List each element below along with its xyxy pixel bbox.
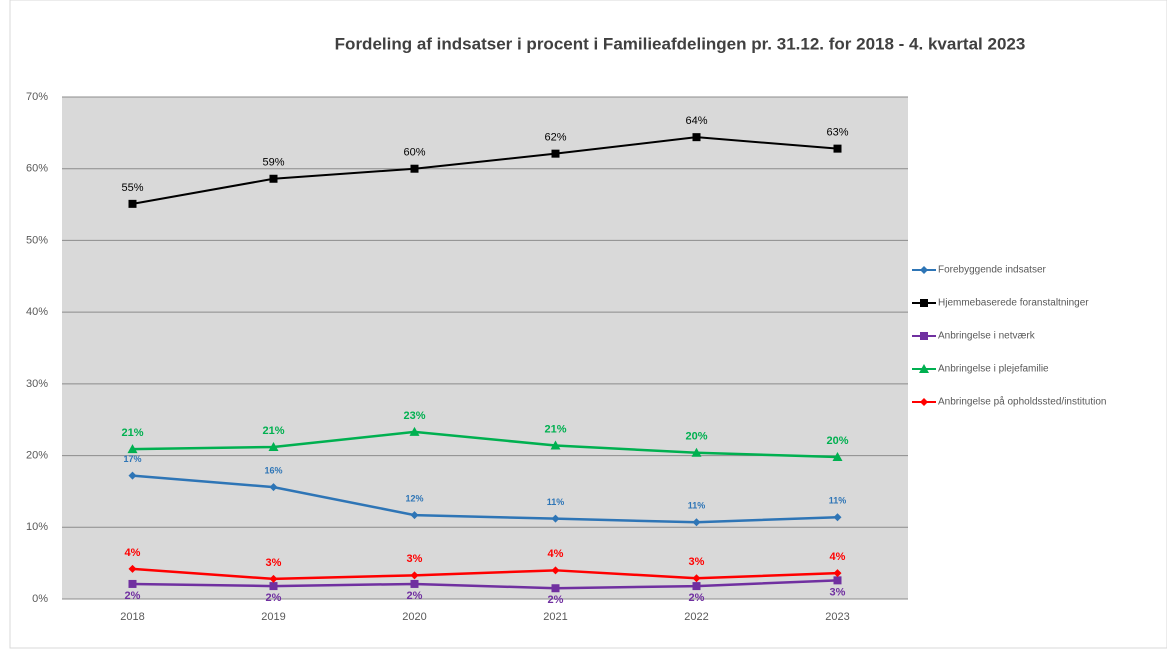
marker <box>833 513 842 522</box>
y-tick-label: 30% <box>26 378 48 390</box>
marker <box>128 199 137 208</box>
x-tick-label: 2019 <box>261 611 285 623</box>
data-label: 2% <box>266 592 282 604</box>
series-line <box>132 474 838 524</box>
data-label: 3% <box>830 586 846 598</box>
legend-marker <box>920 266 928 274</box>
marker <box>269 582 278 591</box>
data-label: 2% <box>125 590 141 602</box>
marker <box>833 144 842 153</box>
marker <box>551 566 560 575</box>
y-tick-label: 50% <box>26 234 48 246</box>
y-tick-label: 70% <box>26 91 48 103</box>
marker <box>551 584 560 593</box>
marker <box>409 426 420 436</box>
marker <box>128 564 137 573</box>
series-line <box>132 567 838 581</box>
x-tick-label: 2022 <box>684 611 708 623</box>
data-label: 23% <box>403 410 425 422</box>
data-label: 63% <box>826 127 848 139</box>
data-label: 4% <box>830 551 846 563</box>
data-label: 62% <box>544 132 566 144</box>
data-label: 2% <box>689 592 705 604</box>
series-line <box>132 430 838 459</box>
data-label: 21% <box>262 425 284 437</box>
plot-area <box>62 97 908 599</box>
data-label: 21% <box>544 423 566 435</box>
data-label: 11% <box>829 496 847 506</box>
data-label: 4% <box>125 547 141 559</box>
series-line <box>132 579 838 590</box>
legend-marker <box>920 332 928 340</box>
data-label: 20% <box>685 431 707 443</box>
legend-marker <box>920 398 928 406</box>
data-label: 20% <box>826 435 848 447</box>
data-label: 60% <box>403 147 425 159</box>
data-label: 55% <box>121 182 143 194</box>
marker <box>268 441 279 451</box>
data-label: 2% <box>548 594 564 606</box>
x-tick-label: 2023 <box>825 611 849 623</box>
x-tick-label: 2018 <box>120 611 144 623</box>
marker <box>692 133 701 142</box>
chart-title: Fordeling af indsatser i procent i Famil… <box>335 34 1026 53</box>
x-tick-label: 2021 <box>543 611 567 623</box>
marker <box>832 452 843 462</box>
legend-label: Anbringelse i plejefamilie <box>938 364 1049 375</box>
data-label: 4% <box>548 548 564 560</box>
marker <box>269 483 278 492</box>
marker <box>410 579 419 588</box>
marker <box>127 444 138 454</box>
data-label: 16% <box>264 466 282 476</box>
series-line <box>132 136 838 205</box>
data-label: 11% <box>547 497 565 507</box>
marker <box>692 574 701 583</box>
legend-label: Anbringelse på opholdssted/institution <box>938 396 1106 408</box>
y-tick-label: 20% <box>26 449 48 461</box>
marker <box>128 579 137 588</box>
data-label: 2% <box>407 590 423 602</box>
marker <box>833 569 842 578</box>
y-tick-label: 40% <box>26 306 48 318</box>
marker <box>833 576 842 585</box>
marker <box>269 574 278 583</box>
data-label: 21% <box>121 427 143 439</box>
y-tick-label: 60% <box>26 163 48 175</box>
data-label: 3% <box>407 553 423 565</box>
y-tick-label: 0% <box>32 593 48 605</box>
legend-label: Forebyggende indsatser <box>938 265 1047 276</box>
marker <box>410 164 419 173</box>
marker <box>269 174 278 183</box>
marker <box>128 471 137 480</box>
marker <box>691 447 702 457</box>
marker <box>550 440 561 450</box>
marker <box>410 571 419 580</box>
legend-label: Hjemmebaserede foranstaltninger <box>938 298 1089 309</box>
marker <box>692 582 701 591</box>
data-label: 3% <box>266 557 282 569</box>
legend-label: Anbringelse i netværk <box>938 331 1036 342</box>
data-label: 3% <box>689 556 705 568</box>
x-tick-label: 2020 <box>402 611 426 623</box>
data-label: 59% <box>262 157 284 169</box>
data-label: 12% <box>405 493 423 503</box>
y-tick-label: 10% <box>26 521 48 533</box>
legend-marker <box>919 364 929 373</box>
marker <box>551 149 560 158</box>
data-label: 64% <box>685 115 707 127</box>
data-label: 17% <box>123 454 141 464</box>
data-label: 11% <box>688 501 706 511</box>
marker <box>551 514 560 523</box>
marker <box>410 511 419 520</box>
marker <box>692 518 701 527</box>
legend-marker <box>920 299 928 307</box>
